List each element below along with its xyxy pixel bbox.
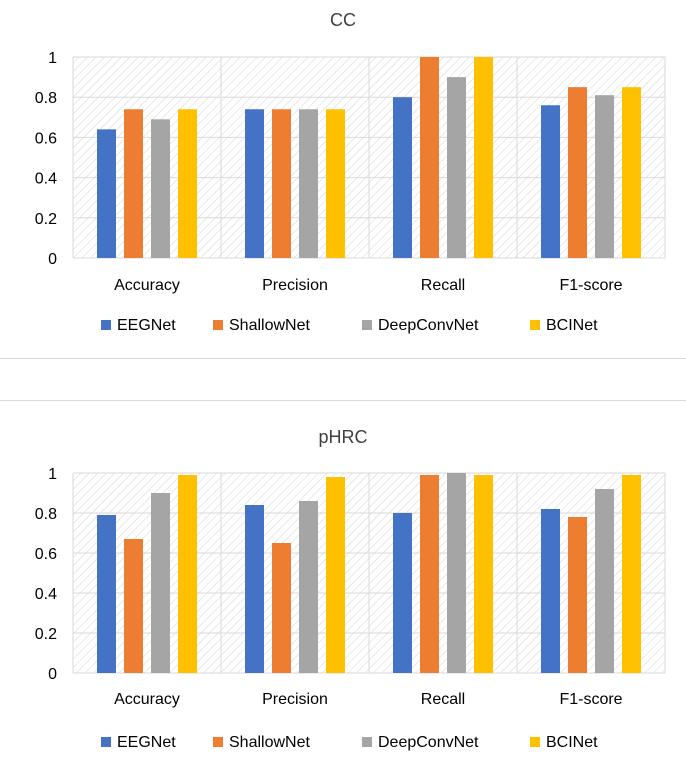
x-category-label: Precision <box>262 277 328 294</box>
legend-swatch-bcinet <box>530 737 540 747</box>
legend-swatch-eegnet <box>101 320 111 330</box>
bar-deepconvnet-precision <box>299 109 318 258</box>
y-tick-label: 0 <box>48 251 57 268</box>
bar-shallownet-f1-score <box>568 87 587 259</box>
bar-bcinet-recall <box>474 57 493 258</box>
bar-shallownet-accuracy <box>124 539 143 673</box>
chart-phrc: pHRC 0 0.2 0.4 0.6 0.8 1 Accuracy Precision Reca… <box>35 427 666 751</box>
bars <box>97 57 641 259</box>
x-category-label: Recall <box>421 691 465 708</box>
legend: EEGNet ShallowNet DeepConvNet BCINet <box>101 317 598 334</box>
bar-eegnet-f1-score <box>541 105 560 259</box>
y-tick-label: 0.2 <box>35 626 57 643</box>
bar-eegnet-accuracy <box>97 129 116 258</box>
legend-swatch-eegnet <box>101 737 111 747</box>
y-tick-label: 1 <box>48 50 57 67</box>
axis-labels: 0 0.2 0.4 0.6 0.8 1 Accuracy Precision Recall F1-… <box>35 466 623 708</box>
legend-label: BCINet <box>546 734 598 751</box>
y-tick-label: 0.4 <box>35 586 57 603</box>
bar-bcinet-accuracy <box>178 475 197 673</box>
chart-panel-phrc: pHRC 0 0.2 0.4 0.6 0.8 1 Accuracy Precision Reca… <box>0 400 686 772</box>
bar-eegnet-precision <box>245 109 264 258</box>
bar-bcinet-precision <box>326 109 345 258</box>
y-tick-label: 0.8 <box>35 90 57 107</box>
bar-eegnet-accuracy <box>97 515 116 673</box>
bar-shallownet-precision <box>272 543 291 673</box>
chart-title: pHRC <box>318 427 367 447</box>
y-tick-label: 0.2 <box>35 211 57 228</box>
bar-deepconvnet-accuracy <box>151 119 170 258</box>
bar-shallownet-f1-score <box>568 517 587 673</box>
legend-label: DeepConvNet <box>378 734 479 751</box>
bar-deepconvnet-accuracy <box>151 493 170 673</box>
legend-swatch-deepconvnet <box>362 320 372 330</box>
bar-bcinet-precision <box>326 477 345 673</box>
x-category-label: Precision <box>262 691 328 708</box>
x-category-label: Accuracy <box>114 277 180 294</box>
legend-swatch-bcinet <box>530 320 540 330</box>
x-category-label: Recall <box>421 277 465 294</box>
y-tick-label: 0.8 <box>35 506 57 523</box>
y-tick-label: 0.6 <box>35 130 57 147</box>
panel-separator <box>0 358 686 359</box>
bar-deepconvnet-f1-score <box>595 489 614 673</box>
plot-area <box>72 56 666 259</box>
legend-swatch-shallownet <box>213 320 223 330</box>
y-tick-label: 0.6 <box>35 546 57 563</box>
bar-bcinet-f1-score <box>622 87 641 259</box>
y-tick-label: 0.4 <box>35 171 57 188</box>
bar-eegnet-recall <box>393 513 412 673</box>
x-category-label: F1-score <box>559 691 622 708</box>
bar-bcinet-recall <box>474 475 493 673</box>
legend-label: EEGNet <box>117 734 176 751</box>
chart-title: CC <box>330 10 356 30</box>
legend-label: ShallowNet <box>229 317 310 334</box>
x-category-label: F1-score <box>559 277 622 294</box>
bar-shallownet-recall <box>420 57 439 258</box>
legend-swatch-deepconvnet <box>362 737 372 747</box>
chart-panel-cc: CC 0 0.2 0.4 0.6 0.8 1 Accuracy Precision Recall… <box>0 0 686 358</box>
bar-deepconvnet-f1-score <box>595 95 614 258</box>
bar-deepconvnet-precision <box>299 501 318 673</box>
plot-area <box>72 472 666 674</box>
legend-label: EEGNet <box>117 317 176 334</box>
bar-deepconvnet-recall <box>447 77 466 258</box>
bar-eegnet-recall <box>393 97 412 258</box>
bar-eegnet-f1-score <box>541 509 560 673</box>
bar-shallownet-recall <box>420 475 439 673</box>
bar-bcinet-f1-score <box>622 475 641 673</box>
legend: EEGNet ShallowNet DeepConvNet BCINet <box>101 734 598 751</box>
chart-cc: CC 0 0.2 0.4 0.6 0.8 1 Accuracy Precision Recall… <box>35 10 666 334</box>
legend-label: BCINet <box>546 317 598 334</box>
y-tick-label: 1 <box>48 466 57 483</box>
bar-deepconvnet-recall <box>447 473 466 673</box>
bar-eegnet-precision <box>245 505 264 673</box>
legend-label: DeepConvNet <box>378 317 479 334</box>
axis-labels: 0 0.2 0.4 0.6 0.8 1 Accuracy Precision Recall F1-… <box>35 50 623 294</box>
bar-shallownet-accuracy <box>124 109 143 258</box>
bar-shallownet-precision <box>272 109 291 258</box>
bar-bcinet-accuracy <box>178 109 197 258</box>
legend-label: ShallowNet <box>229 734 310 751</box>
bars <box>97 473 641 673</box>
legend-swatch-shallownet <box>213 737 223 747</box>
y-tick-label: 0 <box>48 666 57 683</box>
x-category-label: Accuracy <box>114 691 180 708</box>
